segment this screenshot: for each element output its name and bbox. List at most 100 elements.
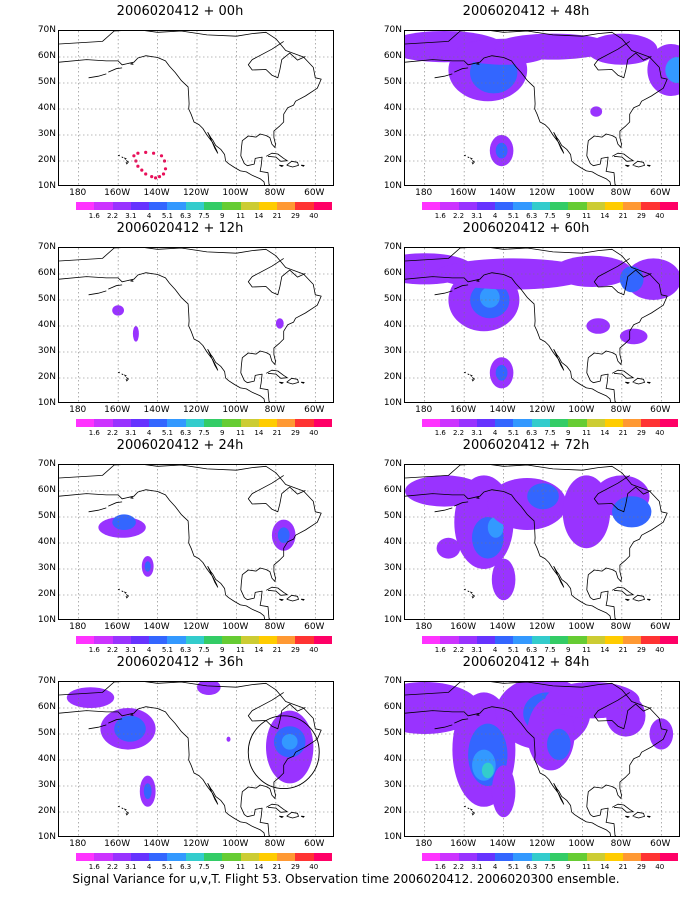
- island-outline: [476, 279, 480, 282]
- dropsonde-point: [144, 172, 148, 176]
- coastline: [266, 152, 288, 162]
- colorbar-label: 9: [220, 863, 225, 871]
- variance-blob: [495, 365, 508, 381]
- island-outline: [469, 591, 473, 594]
- colorbar-label: 6.3: [180, 863, 192, 871]
- colorbar-swatch: [422, 853, 441, 861]
- colorbar-swatch: [495, 853, 514, 861]
- colorbar-label: 21: [618, 646, 628, 654]
- colorbar-swatch: [531, 419, 550, 427]
- lon-tick-label: 160W: [104, 839, 131, 849]
- colorbar-swatch: [458, 636, 477, 644]
- colorbar-label: 6.3: [180, 646, 192, 654]
- lat-tick-label: 30N: [37, 780, 56, 790]
- colorbar-swatch: [295, 419, 314, 427]
- variance-blob: [226, 736, 231, 742]
- colorbar-label: 5.1: [507, 863, 519, 871]
- colorbar-swatch: [277, 202, 296, 210]
- colorbar-swatch: [604, 419, 624, 427]
- island-outline: [454, 501, 469, 507]
- colorbar-label: 7.5: [544, 429, 556, 437]
- variance-blob: [625, 258, 679, 300]
- colorbar-label: 2.2: [106, 863, 119, 871]
- lon-tick-label: 140W: [489, 622, 516, 632]
- island-outline: [125, 377, 129, 382]
- coastline: [632, 811, 645, 819]
- lat-tick-label: 40N: [383, 103, 402, 113]
- colorbar: [422, 853, 678, 861]
- island-outline: [434, 73, 453, 79]
- map-panel: 2006020412 + 12h 70N 60N 50N 40N 30N 20N 10N 180…: [20, 221, 340, 439]
- lat-tick-label: 50N: [383, 511, 402, 521]
- lat-tick-label: 10N: [383, 615, 402, 625]
- colorbar-label: 3.1: [125, 646, 137, 654]
- colorbar-swatch: [222, 202, 241, 210]
- lon-tick-label: 100W: [222, 622, 249, 632]
- variance-blob: [606, 695, 646, 737]
- lat-tick-label: 10N: [383, 832, 402, 842]
- lat-tick-label: 70N: [383, 459, 402, 469]
- coastline: [646, 815, 651, 818]
- lat-tick-label: 20N: [37, 806, 56, 816]
- lat-tick-label: 40N: [383, 754, 402, 764]
- lat-tick-label: 60N: [37, 268, 56, 278]
- colorbar-label: 7.5: [544, 212, 556, 220]
- colorbar-swatch: [623, 853, 642, 861]
- island-outline: [121, 807, 124, 809]
- lat-tick-label: 50N: [383, 728, 402, 738]
- variance-blob: [436, 537, 461, 559]
- colorbar-label: 40: [655, 429, 665, 437]
- lat-tick-label: 70N: [37, 25, 56, 35]
- coastline: [286, 160, 299, 168]
- colorbar-swatch: [258, 636, 278, 644]
- colorbar-swatch: [495, 202, 514, 210]
- lon-tick-label: 120W: [182, 405, 210, 415]
- island-outline: [469, 157, 473, 160]
- lat-tick-label: 50N: [37, 728, 56, 738]
- colorbar-swatch: [258, 419, 278, 427]
- coastline: [59, 272, 266, 402]
- lat-tick-label: 50N: [37, 511, 56, 521]
- colorbar-swatch: [623, 419, 642, 427]
- lon-tick-label: 180: [69, 622, 87, 632]
- colorbar-label: 4: [146, 863, 152, 871]
- panel-title: 2006020412 + 60h: [462, 221, 590, 236]
- panel-title: 2006020412 + 48h: [462, 4, 590, 19]
- colorbar-swatch: [604, 853, 624, 861]
- colorbar-swatch: [112, 202, 131, 210]
- lon-tick-label: 180: [415, 839, 433, 849]
- colorbar-swatch: [422, 419, 441, 427]
- lat-tick-label: 70N: [37, 242, 56, 252]
- colorbar-swatch: [240, 636, 259, 644]
- colorbar-swatch: [149, 636, 168, 644]
- colorbar-swatch: [76, 636, 95, 644]
- colorbar-swatch: [641, 853, 660, 861]
- colorbar-label: 2.2: [106, 646, 119, 654]
- lon-tick-label: 140W: [489, 405, 516, 415]
- island-outline: [125, 811, 129, 816]
- colorbar-swatch: [659, 419, 678, 427]
- colorbar-swatch: [586, 636, 605, 644]
- colorbar-label: 14: [254, 646, 264, 654]
- colorbar-swatch: [203, 419, 223, 427]
- colorbar-label: 5.1: [161, 429, 173, 437]
- variance-blob: [143, 783, 152, 799]
- lat-tick-label: 50N: [383, 294, 402, 304]
- lon-tick-label: 60W: [650, 839, 671, 849]
- lon-tick-label: 80W: [264, 622, 286, 632]
- lat-tick-label: 10N: [37, 615, 56, 625]
- colorbar-label: 3.1: [125, 212, 137, 220]
- coastline: [59, 489, 266, 619]
- lon-tick-label: 180: [415, 188, 433, 198]
- colorbar-label: 4: [146, 212, 152, 220]
- island-outline: [121, 590, 124, 592]
- lon-tick-label: 180: [415, 622, 433, 632]
- coastline: [405, 248, 668, 402]
- coastline: [59, 55, 266, 185]
- lon-tick-label: 60W: [304, 839, 325, 849]
- island-outline: [454, 284, 469, 290]
- island-outline: [123, 808, 127, 811]
- colorbar-swatch: [112, 636, 131, 644]
- coastline: [593, 41, 652, 79]
- colorbar-label: 29: [290, 646, 300, 654]
